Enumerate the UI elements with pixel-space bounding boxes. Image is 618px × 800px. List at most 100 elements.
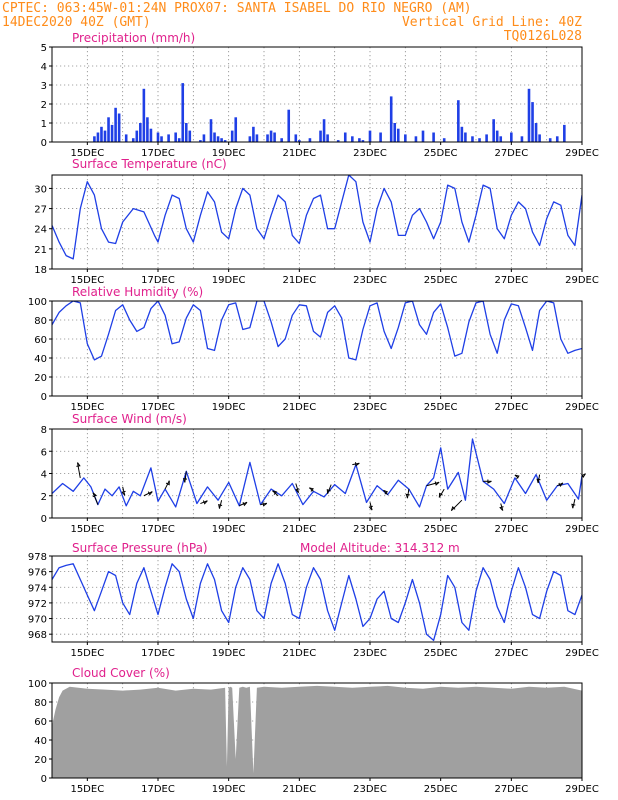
panel-title: Surface Wind (m/s) xyxy=(72,412,187,426)
x-tick-label: 21DEC xyxy=(282,784,316,795)
wind-arrowhead xyxy=(262,502,268,507)
x-tick-label: 29DEC xyxy=(565,402,599,413)
precip-bar xyxy=(520,136,524,142)
panel-frame xyxy=(51,300,583,397)
wind-arrow xyxy=(327,484,332,494)
x-tick-label: 29DEC xyxy=(565,524,599,535)
precip-bar xyxy=(298,140,301,142)
precip-bar xyxy=(93,136,96,142)
x-tick-label: 19DEC xyxy=(212,784,246,795)
wind-arrow xyxy=(92,492,99,505)
wind-arrow xyxy=(572,498,576,509)
precip-bar xyxy=(280,138,283,142)
precip-bar xyxy=(343,132,347,142)
precip-bar xyxy=(156,132,160,142)
wind-arrowhead xyxy=(218,504,223,509)
y-tick-label: 2 xyxy=(41,100,47,111)
wind-arrowhead xyxy=(326,488,331,494)
wind-arrowhead xyxy=(242,501,248,507)
y-tick-label: 0 xyxy=(41,392,47,403)
y-tick-label: 80 xyxy=(34,698,47,709)
panel-frame xyxy=(51,46,583,143)
y-tick-label: 60 xyxy=(34,717,47,728)
y-tick-label: 30 xyxy=(34,184,47,195)
y-tick-label: 6 xyxy=(41,447,47,458)
x-tick-label: 17DEC xyxy=(141,275,175,286)
precip-bar xyxy=(139,123,142,142)
y-tick-label: 976 xyxy=(28,568,47,579)
x-tick-label: 17DEC xyxy=(141,648,175,659)
y-tick-label: 21 xyxy=(34,245,47,256)
x-tick-label: 17DEC xyxy=(141,148,175,159)
wind-arrow xyxy=(143,491,153,497)
y-tick-label: 972 xyxy=(28,599,47,610)
panel-frame xyxy=(51,174,583,270)
wind-arrow xyxy=(406,488,410,499)
precip-bar xyxy=(174,132,177,142)
y-tick-label: 60 xyxy=(34,335,47,346)
wind-arrowhead xyxy=(76,462,81,467)
precip-bar xyxy=(471,136,474,142)
x-tick-label: 27DEC xyxy=(494,784,528,795)
series-line xyxy=(52,301,582,361)
wind-arrowhead xyxy=(487,479,492,484)
header-date: 14DEC2020 40Z (GMT) xyxy=(2,15,151,30)
wind-arrowhead xyxy=(383,489,389,495)
y-tick-label: 18 xyxy=(34,265,47,276)
series-line xyxy=(52,438,582,508)
panel-frame xyxy=(51,428,583,519)
wind-arrow xyxy=(295,483,300,493)
precip-bar xyxy=(358,138,361,142)
precip-bar xyxy=(563,124,566,142)
panel-1: 0 1 2 3 4 5 15DEC 17DEC 19DEC 21DEC 23DEC 25DEC 27DE… xyxy=(41,31,599,159)
x-tick-label: 15DEC xyxy=(70,784,104,795)
precip-bar xyxy=(167,134,170,142)
precip-bar xyxy=(103,130,107,142)
panel-6: 0 20 40 60 80 100 15DEC 17DEC 19DEC 21DEC 23DEC 25D… xyxy=(28,666,599,795)
y-tick-label: 24 xyxy=(34,225,47,236)
precip-bar xyxy=(220,138,223,142)
precip-bar xyxy=(368,130,372,142)
wind-arrow xyxy=(219,500,223,509)
y-tick-label: 20 xyxy=(34,755,47,766)
precip-bar xyxy=(404,134,407,142)
x-tick-label: 29DEC xyxy=(565,784,599,795)
x-tick-label: 29DEC xyxy=(565,648,599,659)
x-tick-label: 27DEC xyxy=(494,275,528,286)
precip-bar xyxy=(273,132,276,142)
cloud-area xyxy=(52,685,582,778)
y-tick-label: 80 xyxy=(34,316,47,327)
wind-arrow xyxy=(76,462,81,479)
wind-arrowhead xyxy=(121,490,126,496)
precip-bar xyxy=(149,128,153,142)
precip-bar xyxy=(457,100,460,142)
y-tick-label: 4 xyxy=(41,470,47,481)
precip-bar xyxy=(495,130,499,142)
x-tick-label: 19DEC xyxy=(212,148,246,159)
precip-bar xyxy=(389,96,393,142)
wind-arrowhead xyxy=(165,480,170,486)
x-tick-label: 23DEC xyxy=(353,784,387,795)
precip-bar xyxy=(460,126,464,142)
precip-bar xyxy=(396,128,400,142)
precip-bar xyxy=(177,138,181,142)
panel-title: Relative Humidity (%) xyxy=(72,285,203,299)
x-tick-label: 15DEC xyxy=(70,524,104,535)
precip-bar xyxy=(135,130,139,142)
wind-arrowhead xyxy=(499,506,504,511)
x-tick-label: 21DEC xyxy=(282,402,316,413)
precip-bar xyxy=(379,132,382,142)
precip-bar xyxy=(248,136,252,142)
wind-arrowhead xyxy=(294,488,300,493)
y-tick-label: 8 xyxy=(41,425,47,436)
precip-bar xyxy=(393,123,397,142)
precip-bar xyxy=(510,132,513,142)
wind-arrowhead xyxy=(202,500,208,505)
x-tick-label: 25DEC xyxy=(424,524,458,535)
precip-bar xyxy=(255,134,259,142)
precip-bar xyxy=(351,136,354,142)
panel-5: 968 970 972 974 976 978 15DEC 17DEC 19DEC 21DEC 23… xyxy=(28,541,599,659)
panel-title: Surface Temperature (nC) xyxy=(72,157,227,171)
x-tick-label: 21DEC xyxy=(282,524,316,535)
x-tick-label: 15DEC xyxy=(70,275,104,286)
